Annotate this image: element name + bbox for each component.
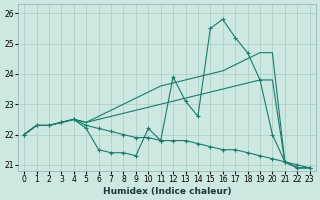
X-axis label: Humidex (Indice chaleur): Humidex (Indice chaleur) [103, 187, 231, 196]
